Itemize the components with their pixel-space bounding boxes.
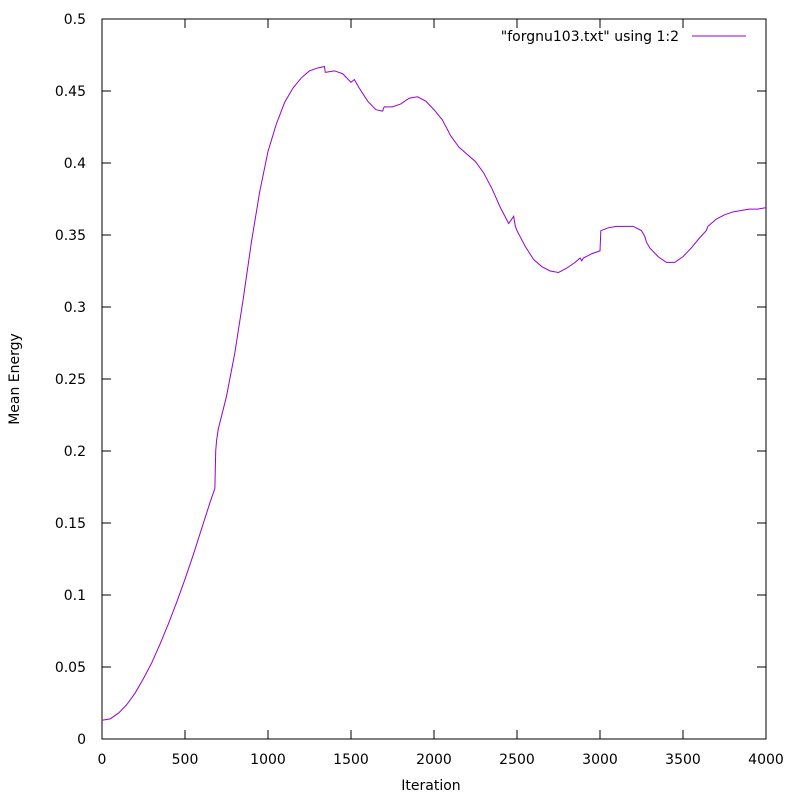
x-tick-label: 500 bbox=[172, 752, 199, 768]
y-tick-label: 0 bbox=[77, 732, 86, 748]
x-tick-label: 2000 bbox=[416, 752, 452, 768]
x-tick-label: 4000 bbox=[748, 752, 784, 768]
y-tick-label: 0.4 bbox=[64, 156, 86, 172]
legend: "forgnu103.txt" using 1:2 bbox=[501, 29, 746, 45]
legend-label: "forgnu103.txt" using 1:2 bbox=[501, 29, 679, 45]
x-tick-label: 0 bbox=[98, 752, 107, 768]
y-tick-label: 0.3 bbox=[64, 300, 86, 316]
x-tick-label: 1000 bbox=[250, 752, 286, 768]
x-tick-label: 3500 bbox=[665, 752, 701, 768]
x-tick-label: 3000 bbox=[582, 752, 618, 768]
x-tick-label: 2500 bbox=[499, 752, 535, 768]
y-tick-label: 0.45 bbox=[55, 84, 86, 100]
x-ticks: 0 500 1000 1500 2000 2500 3000 3500 4000 bbox=[98, 19, 784, 768]
series-line-forgnu103 bbox=[101, 65, 767, 721]
x-axis-label: Iteration bbox=[401, 778, 460, 794]
y-axis-label: Mean Energy bbox=[7, 333, 23, 425]
y-tick-label: 0.35 bbox=[55, 228, 86, 244]
x-tick-label: 1500 bbox=[333, 752, 369, 768]
y-tick-label: 0.05 bbox=[55, 660, 86, 676]
plot-frame bbox=[101, 18, 767, 740]
y-tick-label: 0.15 bbox=[55, 516, 86, 532]
y-tick-label: 0.5 bbox=[64, 12, 86, 28]
y-tick-label: 0.1 bbox=[64, 588, 86, 604]
y-tick-label: 0.25 bbox=[55, 372, 86, 388]
y-tick-label: 0.2 bbox=[64, 444, 86, 460]
y-ticks: 0 0.05 0.1 0.15 0.2 0.25 0.3 0.35 0.4 0.45 0.5 bbox=[55, 12, 766, 748]
